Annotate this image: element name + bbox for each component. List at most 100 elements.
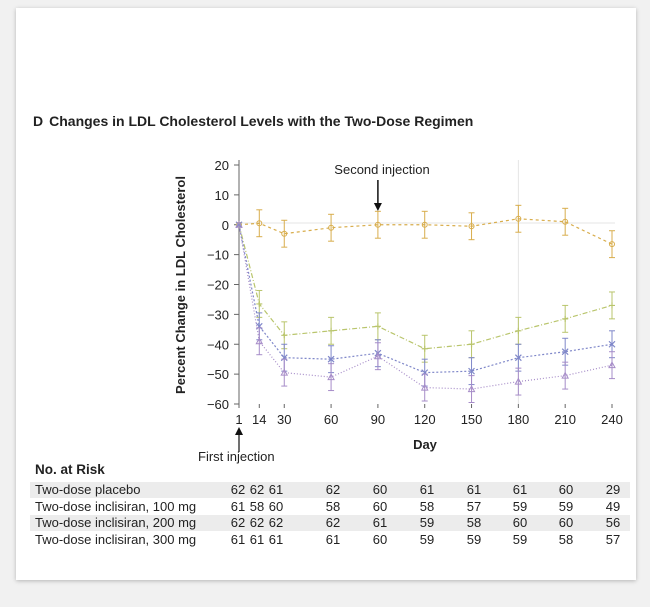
data-point: [561, 348, 569, 356]
risk-count: 62: [249, 515, 265, 531]
y-tick-label: −30: [207, 307, 229, 322]
risk-count: 60: [372, 498, 388, 514]
x-tick-label: 14: [252, 412, 266, 427]
data-point: [421, 345, 428, 352]
data-point: [327, 373, 335, 381]
arrowhead-second-injection: [373, 203, 382, 211]
risk-count: 58: [249, 498, 265, 514]
x-axis-label: Day: [413, 437, 438, 452]
risk-count: 61: [512, 482, 528, 497]
y-tick-label: 10: [215, 188, 229, 203]
data-point: [280, 368, 289, 376]
risk-row-label: Two-dose inclisiran, 100 mg: [35, 498, 197, 514]
risk-count: 61: [325, 532, 341, 548]
data-point: [328, 224, 335, 231]
risk-count: 61: [230, 532, 246, 548]
data-point: [468, 223, 475, 230]
x-tick-label: 30: [277, 412, 291, 427]
data-point: [608, 361, 616, 369]
risk-count: 61: [268, 482, 284, 497]
risk-count: 60: [372, 532, 388, 548]
y-axis-label: Percent Change in LDL Cholesterol: [173, 176, 188, 394]
risk-table-row: Two-dose inclisiran, 300 mg 61 61 61 61 60 59 5…: [30, 532, 630, 548]
risk-count: 60: [558, 482, 574, 497]
risk-count: 60: [512, 515, 528, 531]
risk-table-row: Two-dose inclisiran, 100 mg 61 58 60 58 60 58 5…: [30, 499, 630, 515]
data-point: [562, 218, 569, 225]
y-tick-label: −40: [207, 337, 229, 352]
data-point: [467, 385, 476, 393]
series-line-3: [238, 224, 613, 390]
risk-count: 62: [230, 482, 246, 497]
risk-count: 62: [249, 482, 265, 497]
series-line-2: [238, 224, 613, 374]
risk-count: 59: [419, 532, 435, 548]
chart-title-text: Changes in LDL Cholesterol Levels with t…: [49, 113, 474, 129]
risk-count: 61: [268, 532, 284, 548]
risk-count: 49: [605, 498, 621, 514]
risk-count: 61: [419, 482, 435, 497]
chart-title: D Changes in LDL Cholesterol Levels with …: [33, 113, 473, 129]
x-tick-label: 60: [324, 412, 338, 427]
risk-count: 58: [558, 532, 574, 548]
risk-count: 62: [230, 515, 246, 531]
risk-count: 57: [605, 532, 621, 548]
data-point: [561, 371, 570, 379]
risk-count: 60: [268, 498, 284, 514]
data-point: [327, 355, 335, 363]
risk-count: 58: [466, 515, 482, 531]
risk-row-label: Two-dose inclisiran, 200 mg: [35, 515, 197, 531]
y-tick-label: −50: [207, 367, 229, 382]
data-point: [328, 327, 335, 334]
risk-count: 61: [372, 515, 388, 531]
series-line-0: [238, 218, 613, 245]
risk-count: 61: [249, 532, 265, 548]
risk-count: 61: [230, 498, 246, 514]
y-tick-label: −20: [207, 278, 229, 293]
risk-row-label: Two-dose inclisiran, 300 mg: [35, 532, 197, 548]
data-point: [420, 383, 429, 391]
x-tick-label: 120: [414, 412, 436, 427]
risk-count: 56: [605, 515, 621, 531]
data-point: [280, 354, 288, 362]
risk-table-row: Two-dose inclisiran, 200 mg 62 62 62 62 61 59 5…: [30, 515, 630, 532]
x-tick-label: 180: [508, 412, 530, 427]
series-line-1: [238, 224, 613, 350]
y-tick-label: 0: [222, 218, 229, 233]
arrowhead-first-injection: [235, 427, 243, 435]
data-point: [256, 300, 263, 307]
data-point: [468, 367, 475, 375]
y-tick-label: −60: [207, 397, 229, 412]
data-point: [515, 327, 522, 334]
risk-table-row: Two-dose placebo 62 62 61 62 60 61 61 61 60 29: [30, 482, 630, 498]
annotation-first-injection: First injection: [198, 449, 275, 464]
data-point: [515, 215, 522, 222]
risk-count: 58: [419, 498, 435, 514]
risk-count: 58: [325, 498, 341, 514]
y-tick-label: 20: [215, 158, 229, 173]
x-tick-label: 240: [601, 412, 623, 427]
data-point: [374, 323, 381, 330]
panel-letter: D: [33, 113, 44, 129]
data-point: [421, 221, 428, 228]
risk-count: 62: [325, 515, 341, 531]
x-tick-label: 1: [235, 412, 242, 427]
risk-count: 59: [512, 532, 528, 548]
data-point: [281, 332, 288, 339]
risk-row-label: Two-dose placebo: [35, 482, 141, 497]
risk-count: 60: [558, 515, 574, 531]
x-tick-label: 90: [371, 412, 385, 427]
x-tick-label: 210: [554, 412, 576, 427]
risk-count: 59: [466, 532, 482, 548]
risk-count: 61: [466, 482, 482, 497]
data-point: [609, 241, 615, 248]
data-point: [421, 369, 429, 377]
data-point: [608, 340, 616, 348]
risk-count: 29: [605, 482, 621, 497]
data-point: [374, 221, 381, 228]
risk-count: 57: [466, 498, 482, 514]
data-point: [468, 341, 475, 348]
risk-count: 59: [419, 515, 435, 531]
x-tick-label: 150: [461, 412, 483, 427]
